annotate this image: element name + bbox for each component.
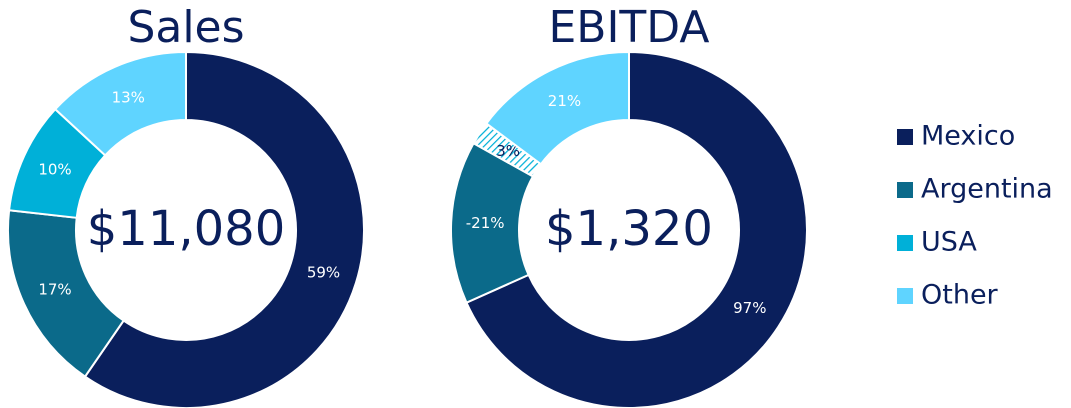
center-label: $1,320 [545, 201, 713, 257]
data-label: 17% [38, 280, 71, 298]
legend-swatch [897, 288, 913, 304]
legend-swatch [897, 129, 913, 145]
chart-title: Sales [127, 2, 244, 53]
data-label: 21% [548, 92, 581, 110]
data-label: 59% [307, 263, 340, 281]
legend-label: USA [921, 227, 977, 258]
donut-segment [484, 50, 630, 166]
center-label: $11,080 [87, 201, 286, 257]
donut-segment [465, 50, 808, 408]
data-label: 3% [496, 142, 520, 160]
data-label: 10% [38, 161, 71, 179]
legend-label: Argentina [921, 174, 1053, 205]
data-label: 97% [733, 299, 766, 317]
legend-swatch [897, 182, 913, 198]
chart-title: EBITDA [548, 2, 709, 53]
donut-segment [83, 50, 365, 408]
legend-label: Other [921, 280, 999, 311]
legend-label: Mexico [921, 121, 1015, 152]
data-label: 13% [112, 89, 145, 107]
legend-swatch [897, 235, 913, 251]
donut-segment [53, 50, 187, 157]
data-label: -21% [466, 214, 505, 232]
